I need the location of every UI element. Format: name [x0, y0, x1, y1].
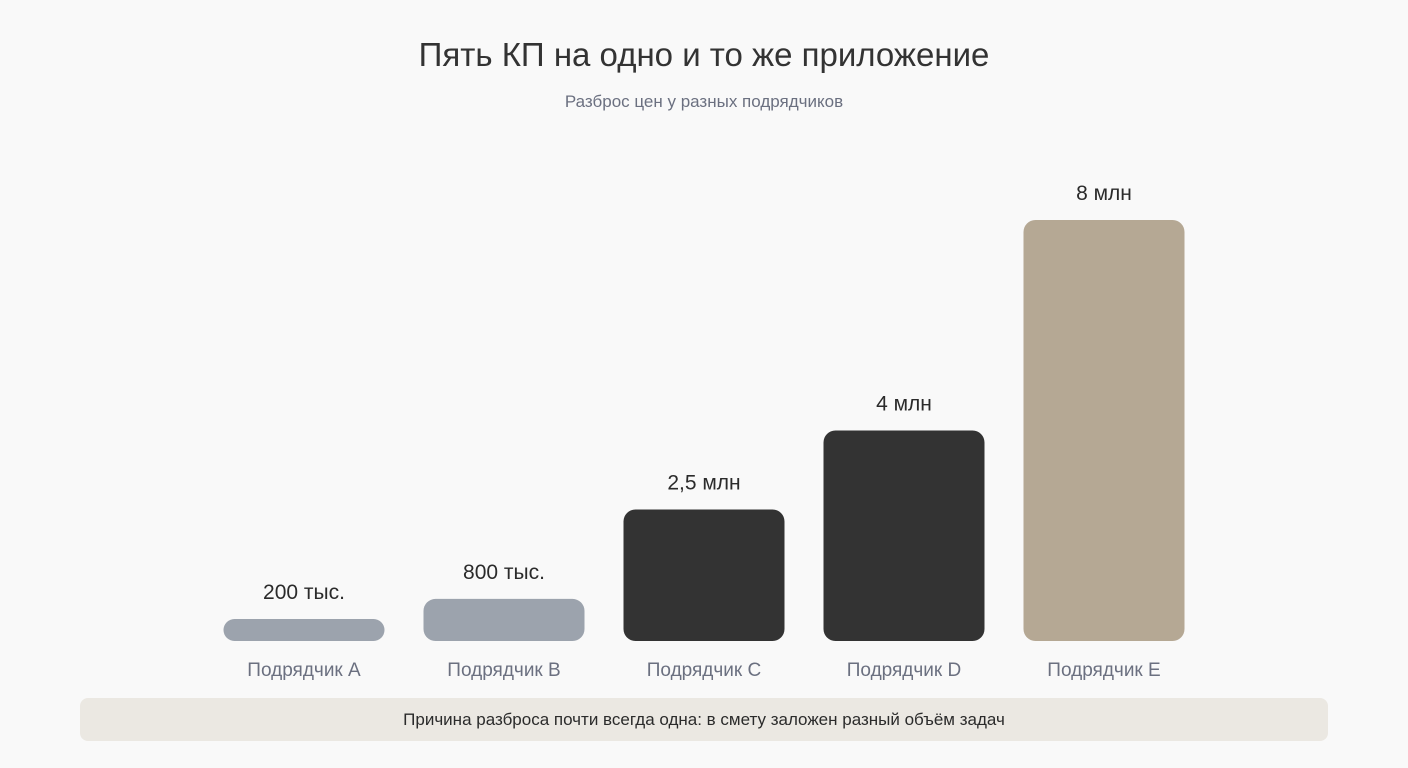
bar-5 — [1023, 220, 1185, 641]
bar-chart: 200 тыс. Подрядчик A 800 тыс. Подрядчик B 2,… — [223, 182, 1185, 681]
category-label-2: Подрядчик B — [447, 660, 560, 681]
bar-2 — [423, 598, 585, 641]
chart-subtitle: Разброс цен у разных подрядчиков — [564, 92, 844, 111]
value-label-2: 800 тыс. — [463, 561, 545, 584]
value-label-1: 200 тыс. — [263, 581, 345, 604]
bar-4 — [823, 430, 985, 641]
footer-note: Причина разброса почти всегда одна: в см… — [80, 698, 1328, 741]
category-label-4: Подрядчик D — [847, 660, 961, 681]
bar-1 — [223, 619, 385, 641]
category-label-3: Подрядчик C — [647, 660, 761, 681]
value-label-4: 4 млн — [876, 393, 932, 416]
chart-title: Пять КП на одно и то же приложение — [418, 36, 990, 73]
value-label-5: 8 млн — [1076, 182, 1132, 205]
category-label-5: Подрядчик E — [1047, 660, 1160, 681]
bar-3 — [623, 509, 785, 641]
value-label-3: 2,5 млн — [667, 471, 740, 494]
category-label-1: Подрядчик A — [247, 660, 361, 681]
